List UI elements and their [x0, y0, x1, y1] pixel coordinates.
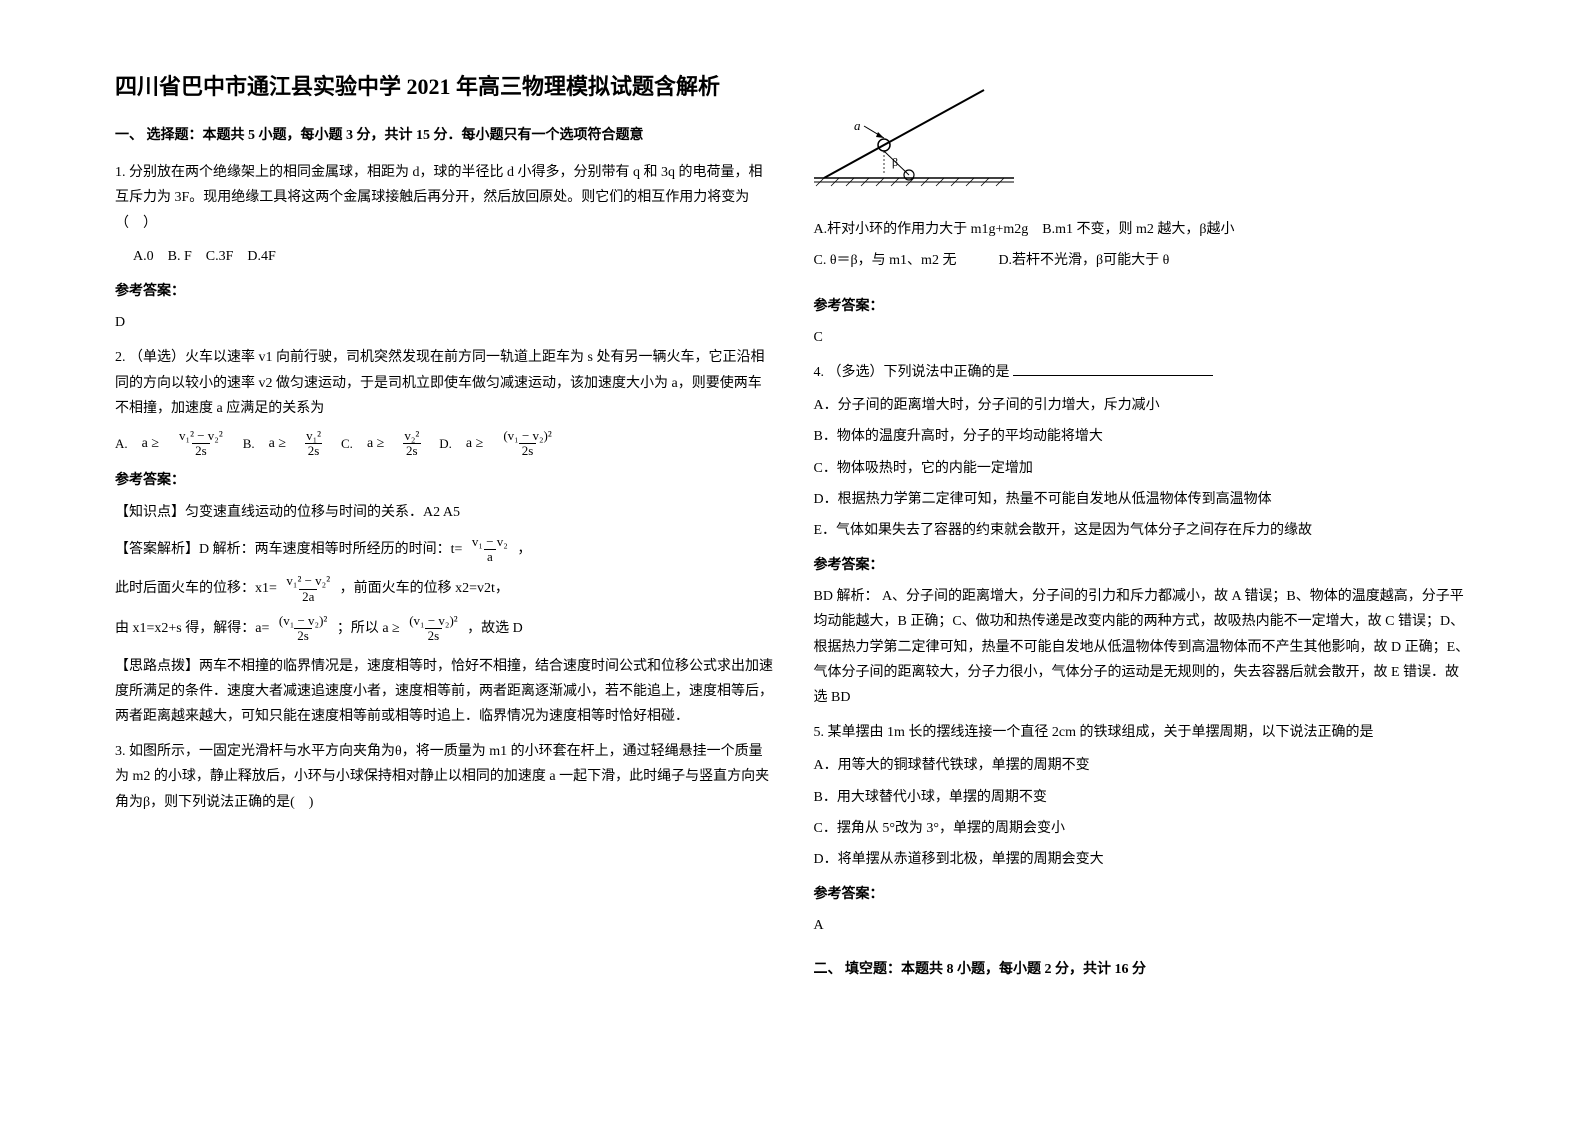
q2-t-den: a	[484, 549, 496, 564]
rod-ball-diagram: a β	[814, 80, 1014, 190]
q2-fd-num: (v₁ − v₂)²	[500, 429, 554, 443]
q5-text: 5. 某单摆由 1m 长的摆线连接一个直径 2cm 的铁球组成，关于单摆周期，以…	[814, 720, 1473, 745]
q2-an2b-text: ，前面火车的位移 x2=v2t，	[340, 581, 509, 596]
q2-analysis-3: 由 x1=x2+s 得，解得：a= (v₁ − v₂)² 2s ；所以 a ≥ …	[115, 614, 774, 644]
q2-geq-d: a ≥	[466, 431, 483, 456]
q2-t-num: v₁ − v₂	[469, 535, 511, 549]
q4-text: 4. （多选）下列说法中正确的是	[814, 360, 1473, 385]
q3-opt-ab: A.杆对小环的作用力大于 m1g+m2g B.m1 不变，则 m2 越大，β越小	[814, 217, 1473, 242]
question-5: 5. 某单摆由 1m 长的摆线连接一个直径 2cm 的铁球组成，关于单摆周期，以…	[814, 720, 1473, 938]
q2-x1-num: v₁² − v₂²	[283, 574, 333, 588]
q3-answer: C	[814, 325, 1473, 350]
q2-geq-a: a ≥	[142, 431, 159, 456]
q2-an1-text: 【答案解析】D 解析：两车速度相等时所经历的时间：t=	[115, 542, 462, 557]
q5-opt-a: A．用等大的铜球替代铁球，单摆的周期不变	[814, 753, 1473, 778]
q1-options: A.0 B. F C.3F D.4F	[115, 244, 774, 269]
q2-a-num: (v₁ − v₂)²	[276, 614, 330, 628]
q2-frac-d: (v₁ − v₂)² 2s	[500, 429, 554, 459]
question-3-continued: A.杆对小环的作用力大于 m1g+m2g B.m1 不变，则 m2 越大，β越小…	[814, 217, 1473, 350]
q3-opt-cd: C. θ＝β，与 m1、m2 无 D.若杆不光滑，β可能大于 θ	[814, 248, 1473, 273]
q5-opt-c: C．摆角从 5°改为 3°，单摆的周期会变小	[814, 816, 1473, 841]
q2-fd2-num: (v₁ − v₂)²	[406, 614, 460, 628]
q2-opt-b-label: B.	[243, 432, 255, 455]
q2-answer-label: 参考答案：	[115, 468, 774, 493]
q2-an2-text: 此时后面火车的位移：x1=	[115, 581, 277, 596]
q2-geq-final: a ≥	[382, 621, 403, 636]
q2-an3b-text: ；所以	[337, 621, 379, 636]
q2-fc-num: v₂²	[401, 429, 422, 443]
svg-text:β: β	[892, 155, 898, 169]
q2-an3-text: 由 x1=x2+s 得，解得：a=	[115, 621, 269, 636]
q2-a-den: 2s	[294, 628, 312, 643]
q4-opt-a: A．分子间的距离增大时，分子间的引力增大，斥力减小	[814, 393, 1473, 418]
question-3: 3. 如图所示，一固定光滑杆与水平方向夹角为θ，将一质量为 m1 的小环套在杆上…	[115, 739, 774, 815]
q5-answer: A	[814, 913, 1473, 938]
q2-a-frac: (v₁ − v₂)² 2s	[276, 614, 330, 644]
q2-an3c-text: ，故选 D	[467, 621, 523, 636]
question-4: 4. （多选）下列说法中正确的是 A．分子间的距离增大时，分子间的引力增大，斥力…	[814, 360, 1473, 710]
q2-knowledge: 【知识点】匀变速直线运动的位移与时间的关系．A2 A5	[115, 500, 774, 525]
q2-frac-b: v₁² 2s	[303, 429, 324, 459]
q1-answer-label: 参考答案：	[115, 279, 774, 304]
q4-blank	[1013, 362, 1213, 376]
q4-answer: BD 解析： A、分子间的距离增大，分子间的引力和斥力都减小，故 A 错误；B、…	[814, 584, 1473, 710]
q4-stem: 4. （多选）下列说法中正确的是	[814, 365, 1010, 380]
q2-x1-den: 2a	[299, 589, 317, 604]
q4-opt-d: D．根据热力学第二定律可知，热量不可能自发地从低温物体传到高温物体	[814, 487, 1473, 512]
q5-answer-label: 参考答案：	[814, 882, 1473, 907]
q2-geq-b: a ≥	[269, 431, 286, 456]
q4-answer-label: 参考答案：	[814, 553, 1473, 578]
q2-fa-den: 2s	[192, 443, 210, 458]
exam-title: 四川省巴中市通江县实验中学 2021 年高三物理模拟试题含解析	[115, 70, 774, 103]
question-1: 1. 分别放在两个绝缘架上的相同金属球，相距为 d，球的半径比 d 小得多，分别…	[115, 160, 774, 335]
q2-x1-frac: v₁² − v₂² 2a	[283, 574, 333, 604]
q2-frac-c: v₂² 2s	[401, 429, 422, 459]
q2-text: 2. （单选）火车以速率 v1 向前行驶，司机突然发现在前方同一轨道上距车为 s…	[115, 345, 774, 421]
q2-fd-den: 2s	[519, 443, 537, 458]
q2-fa-num: v₁² − v₂²	[176, 429, 226, 443]
q2-geq-c: a ≥	[367, 431, 384, 456]
q2-fb-num: v₁²	[303, 429, 324, 443]
question-2: 2. （单选）火车以速率 v1 向前行驶，司机突然发现在前方同一轨道上距车为 s…	[115, 345, 774, 729]
q1-answer: D	[115, 310, 774, 335]
q3-text: 3. 如图所示，一固定光滑杆与水平方向夹角为θ，将一质量为 m1 的小环套在杆上…	[115, 739, 774, 815]
q2-opt-c-label: C.	[341, 432, 353, 455]
q2-opt-a-label: A.	[115, 432, 128, 455]
q4-opt-e: E．气体如果失去了容器的约束就会散开，这是因为气体分子之间存在斥力的缘故	[814, 518, 1473, 543]
q2-fd2-den: 2s	[425, 628, 443, 643]
section-2-header: 二、 填空题：本题共 8 小题，每小题 2 分，共计 16 分	[814, 957, 1473, 982]
q5-opt-b: B．用大球替代小球，单摆的周期不变	[814, 785, 1473, 810]
q2-final-frac: (v₁ − v₂)² 2s	[406, 614, 460, 644]
q2-options-row: A. a ≥ v₁² − v₂² 2s B. a ≥ v₁² 2s C. a ≥…	[115, 429, 774, 459]
q2-analysis-1: 【答案解析】D 解析：两车速度相等时所经历的时间：t= v₁ − v₂ a ，	[115, 535, 774, 565]
q1-text: 1. 分别放在两个绝缘架上的相同金属球，相距为 d，球的半径比 d 小得多，分别…	[115, 160, 774, 236]
q2-frac-a: v₁² − v₂² 2s	[176, 429, 226, 459]
q2-tip: 【思路点拨】两车不相撞的临界情况是，速度相等时，恰好不相撞，结合速度时间公式和位…	[115, 654, 774, 730]
q3-diagram: a β	[814, 80, 1473, 199]
q5-opt-d: D．将单摆从赤道移到北极，单摆的周期会变大	[814, 847, 1473, 872]
q2-analysis-2: 此时后面火车的位移：x1= v₁² − v₂² 2a ，前面火车的位移 x2=v…	[115, 574, 774, 604]
q2-fc-den: 2s	[403, 443, 421, 458]
q2-opt-d-label: D.	[439, 432, 452, 455]
q4-opt-b: B．物体的温度升高时，分子的平均动能将增大	[814, 424, 1473, 449]
section-1-header: 一、 选择题：本题共 5 小题，每小题 3 分，共计 15 分．每小题只有一个选…	[115, 123, 774, 148]
left-column: 四川省巴中市通江县实验中学 2021 年高三物理模拟试题含解析 一、 选择题：本…	[95, 70, 794, 1052]
q3-answer-label: 参考答案：	[814, 294, 1473, 319]
q4-opt-c: C．物体吸热时，它的内能一定增加	[814, 456, 1473, 481]
q2-t-frac: v₁ − v₂ a	[469, 535, 511, 565]
right-column: a β A.杆对小环的作用力大于 m1g+m2g B.m1 不变，则 m2 越大…	[794, 70, 1493, 1052]
svg-text:a: a	[854, 118, 861, 133]
q2-fb-den: 2s	[305, 443, 323, 458]
